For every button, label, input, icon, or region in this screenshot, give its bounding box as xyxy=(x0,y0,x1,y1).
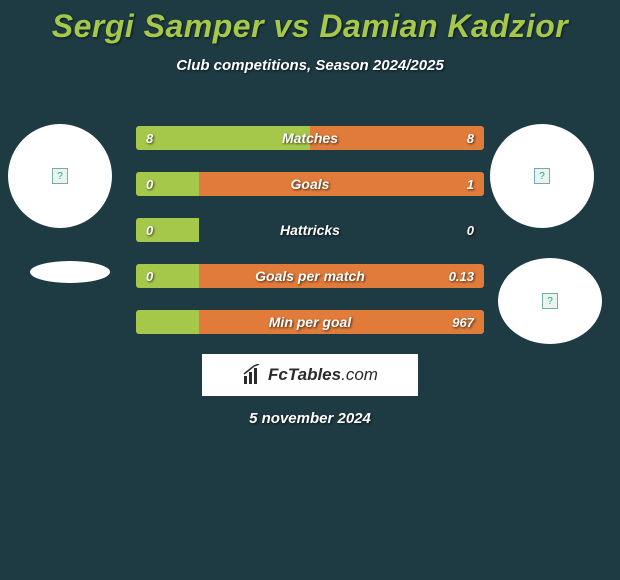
comparison-subtitle: Club competitions, Season 2024/2025 xyxy=(0,57,620,74)
stat-row: 00.13Goals per match xyxy=(136,264,484,288)
stat-row: 88Matches xyxy=(136,126,484,150)
snapshot-date: 5 november 2024 xyxy=(0,410,620,427)
chart-icon xyxy=(242,364,264,386)
stat-bar-right xyxy=(199,172,484,196)
logo-box: FcTables.com xyxy=(202,354,418,396)
player-1-name: Sergi Samper xyxy=(52,8,264,44)
placeholder-icon: ? xyxy=(52,168,68,184)
logo-bold: FcTables xyxy=(268,365,341,384)
stat-bar-left xyxy=(136,310,199,334)
stats-bars-container: 88Matches 01Goals 00Hattricks 00.13Goals pe… xyxy=(136,126,484,356)
stat-bar-left xyxy=(136,264,199,288)
stat-bar-left xyxy=(136,172,199,196)
vs-separator: vs xyxy=(264,8,319,44)
stat-row: 967Min per goal xyxy=(136,310,484,334)
stat-row: 00Hattricks xyxy=(136,218,484,242)
stat-row: 01Goals xyxy=(136,172,484,196)
stat-bar-left xyxy=(136,126,310,150)
stat-bar-right xyxy=(199,264,484,288)
player-2-name: Damian Kadzior xyxy=(319,8,568,44)
player-2-avatar: ? xyxy=(490,124,594,228)
stat-bar-left xyxy=(136,218,199,242)
logo-light: .com xyxy=(341,365,378,384)
player-2-club-avatar: ? xyxy=(498,258,602,344)
stat-bar-right xyxy=(310,126,484,150)
logo-text: FcTables.com xyxy=(268,365,378,385)
comparison-title: Sergi Samper vs Damian Kadzior xyxy=(0,0,620,45)
placeholder-icon: ? xyxy=(542,293,558,309)
player-1-avatar: ? xyxy=(8,124,112,228)
stat-bar-right xyxy=(199,310,484,334)
placeholder-icon: ? xyxy=(534,168,550,184)
player-1-shadow xyxy=(30,261,110,283)
stat-value-right: 0 xyxy=(467,218,474,242)
